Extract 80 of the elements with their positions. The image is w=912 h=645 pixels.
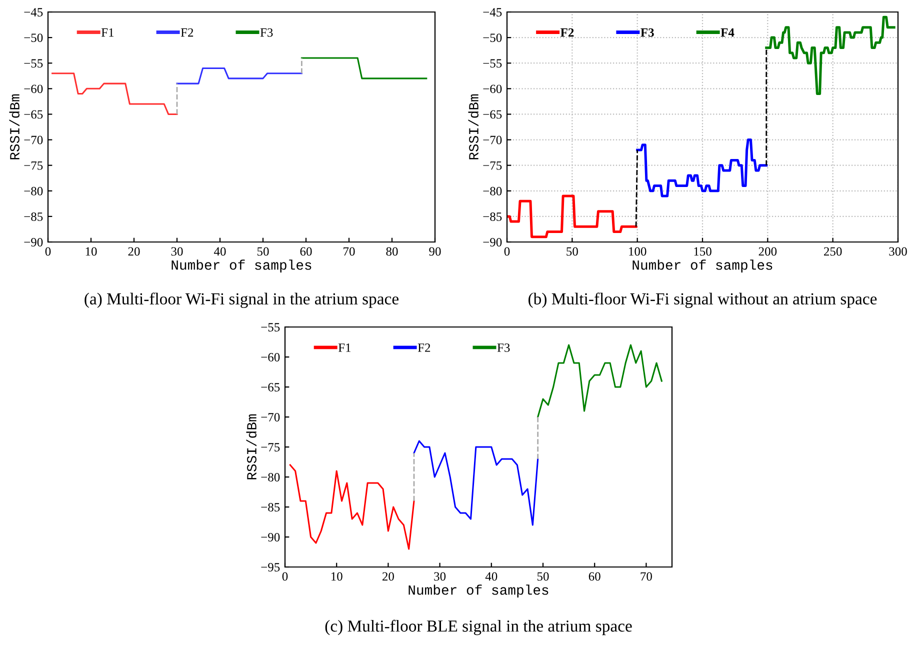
text: (a) Multi-floor Wi-Fi signal in the atrium space <box>84 292 399 308</box>
legend-label: F1 <box>101 28 114 37</box>
y-tick-label: −90 <box>24 238 43 246</box>
x-axis-title: Number of samples <box>632 260 772 273</box>
x-tick-label: 0 <box>504 247 510 256</box>
line-series <box>413 440 539 526</box>
y-axis-title: RSSI/dBm <box>9 94 20 160</box>
y-tick-label: −80 <box>483 186 502 196</box>
line-series <box>765 16 896 96</box>
x-tick-label: 100 <box>629 247 646 256</box>
y-tick-label: −90 <box>483 238 502 246</box>
x-tick-label: 0 <box>45 247 51 256</box>
x-tick-label: 60 <box>300 247 312 256</box>
y-tick-label: −50 <box>24 34 43 42</box>
y-tick-label: −55 <box>261 323 280 332</box>
y-tick-label: −65 <box>261 383 280 392</box>
x-tick-label: 80 <box>386 247 398 256</box>
x-tick-label: 20 <box>382 572 394 581</box>
legend-label: F2 <box>418 344 430 352</box>
y-tick-label: −95 <box>261 563 280 572</box>
legend-label: F2 <box>180 28 194 37</box>
line-series <box>52 72 178 115</box>
y-tick-label: −60 <box>483 84 502 94</box>
x-tick-label: 10 <box>331 572 342 581</box>
text: (c) Multi-floor BLE signal in the atrium space <box>325 620 632 636</box>
x-tick-label: 70 <box>640 572 652 581</box>
x-tick-label: 20 <box>128 247 140 256</box>
x-tick-label: 50 <box>257 247 269 256</box>
x-tick-label: 10 <box>86 247 97 256</box>
y-tick-label: −80 <box>261 473 280 482</box>
x-tick-label: 50 <box>566 247 578 256</box>
y-tick-label: −70 <box>24 136 43 144</box>
y-tick-label: −80 <box>24 186 43 196</box>
x-tick-label: 40 <box>485 572 498 581</box>
x-tick-label: 60 <box>588 572 600 581</box>
y-tick-label: −45 <box>483 8 502 16</box>
y-tick-label: −55 <box>24 59 43 68</box>
line-series <box>636 138 768 198</box>
y-tick-label: −85 <box>24 212 43 221</box>
y-tick-label: −60 <box>261 353 280 362</box>
x-tick-label: 30 <box>171 247 183 256</box>
y-tick-label: −60 <box>24 84 43 94</box>
y-axis-title: RSSI/dBm <box>246 414 256 480</box>
x-tick-label: 70 <box>344 247 355 256</box>
x-tick-label: 50 <box>537 572 549 581</box>
y-tick-label: −70 <box>483 136 502 144</box>
x-tick-label: 150 <box>694 247 712 256</box>
y-tick-label: −85 <box>261 503 280 512</box>
y-tick-label: −75 <box>24 161 43 170</box>
y-tick-label: −65 <box>483 110 502 119</box>
y-tick-label: −85 <box>483 212 502 221</box>
y-tick-label: −65 <box>24 110 43 119</box>
line-series <box>537 344 662 418</box>
x-axis-title: Number of samples <box>172 260 312 273</box>
y-tick-label: −70 <box>261 413 280 422</box>
line-series <box>289 464 415 550</box>
legend-label: F2 <box>560 28 574 37</box>
y-tick-label: −90 <box>261 533 280 542</box>
x-tick-label: 40 <box>214 247 226 256</box>
legend-label: F3 <box>497 344 510 352</box>
y-tick-label: −45 <box>24 8 43 16</box>
text: (b) Multi-floor Wi-Fi signal without an atrium space <box>528 292 877 308</box>
legend-label: F3 <box>260 28 273 37</box>
line-series <box>507 194 638 238</box>
x-tick-label: 200 <box>758 247 777 256</box>
y-tick-label: −55 <box>483 59 502 68</box>
x-axis-title: Number of samples <box>408 584 548 598</box>
x-tick-label: 0 <box>282 572 288 581</box>
legend-label: F4 <box>720 28 734 37</box>
y-tick-label: −75 <box>261 443 280 452</box>
y-tick-label: −75 <box>483 161 502 170</box>
legend-label: F1 <box>338 344 351 352</box>
line-series <box>176 67 302 84</box>
y-axis-title: RSSI/dBm <box>468 94 478 160</box>
x-tick-label: 300 <box>889 247 907 256</box>
y-tick-label: −50 <box>483 34 502 42</box>
x-tick-label: 30 <box>434 572 446 581</box>
legend-label: F3 <box>640 28 654 37</box>
x-tick-label: 90 <box>429 247 441 256</box>
x-tick-label: 250 <box>824 247 842 256</box>
